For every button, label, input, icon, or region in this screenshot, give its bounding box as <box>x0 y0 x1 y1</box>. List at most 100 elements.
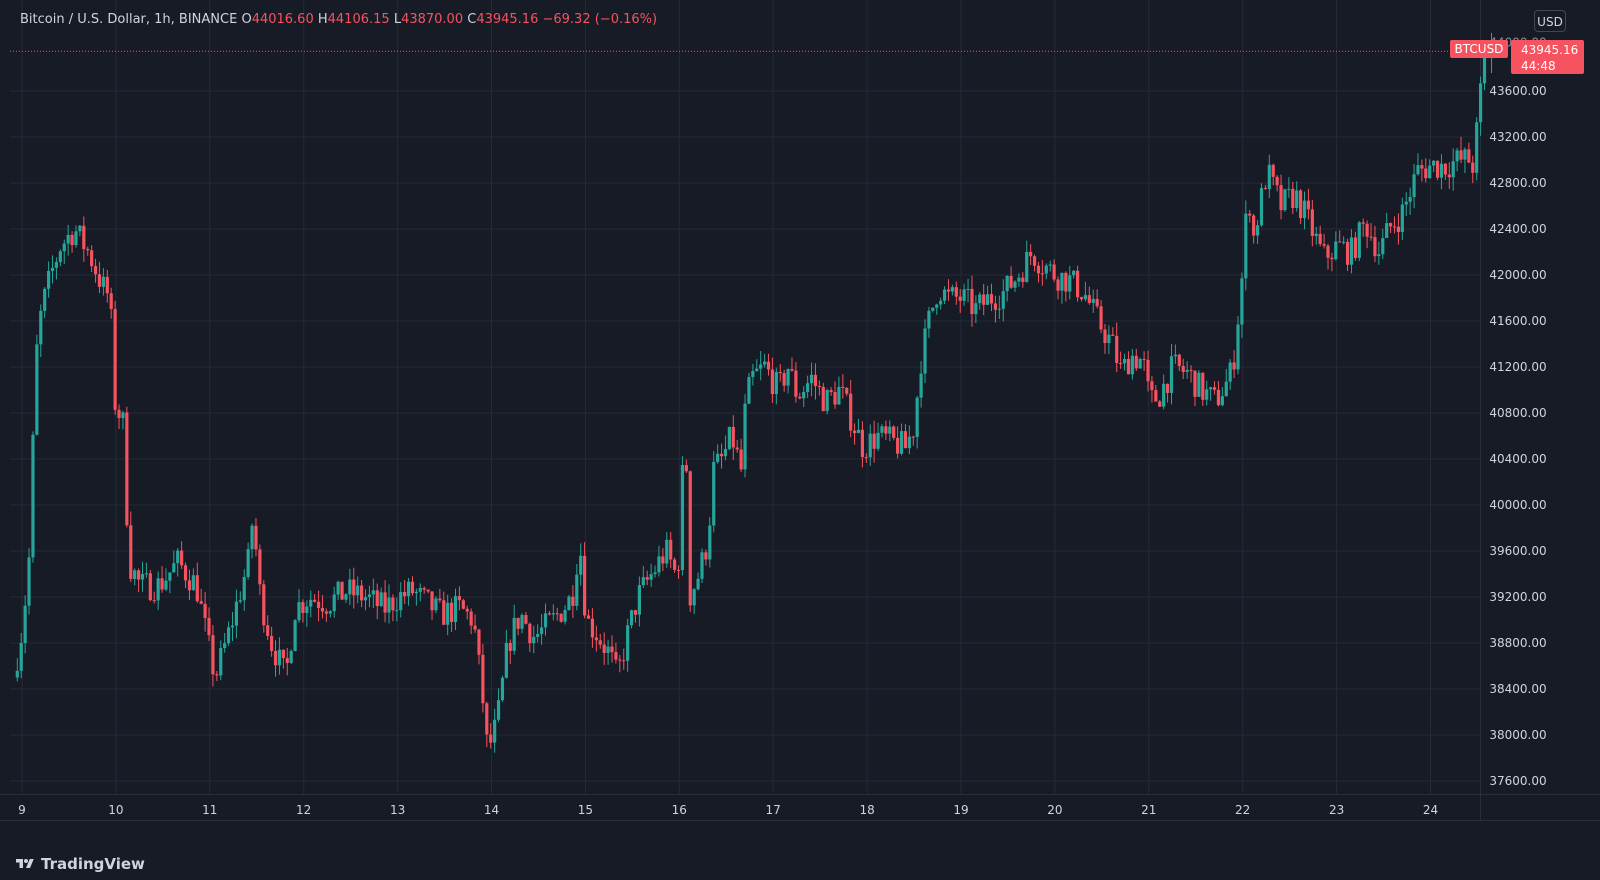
candle-body <box>1365 223 1369 237</box>
low-label: L <box>393 12 402 27</box>
candle-body <box>320 607 325 612</box>
candle-body <box>82 225 86 249</box>
candle-body <box>352 579 356 596</box>
candle-body <box>1111 334 1115 336</box>
candle-body <box>410 581 415 594</box>
x-tick-label: 19 <box>953 803 968 817</box>
candle-body <box>395 610 399 612</box>
candle-body <box>1428 165 1432 179</box>
candle-body <box>129 525 133 579</box>
candle-body <box>860 429 865 458</box>
candle-body <box>1482 57 1487 84</box>
x-tick-label: 13 <box>390 803 405 817</box>
candle-body <box>755 368 759 372</box>
candle-body <box>551 613 555 615</box>
candle-body <box>786 369 790 386</box>
y-tick-label: 39200.00 <box>1489 590 1546 604</box>
candle-body <box>1299 190 1303 219</box>
candle-body <box>367 594 372 598</box>
candle-body <box>649 574 653 580</box>
candle-body <box>571 596 575 606</box>
candle-body <box>489 734 493 743</box>
y-tick-label: 42000.00 <box>1489 268 1546 282</box>
candle-body <box>1439 163 1444 178</box>
candle-body <box>1252 215 1256 236</box>
candle-body <box>759 364 763 369</box>
candle-body <box>653 572 657 575</box>
candle-body <box>989 294 994 304</box>
candle-body <box>387 597 391 613</box>
y-tick-label: 40000.00 <box>1489 498 1546 512</box>
candle-body <box>1040 273 1044 275</box>
candle-body <box>164 580 168 590</box>
x-tick-label: 17 <box>766 803 781 817</box>
candle-body <box>1342 241 1346 243</box>
low-value: 43870.00 <box>401 12 464 27</box>
candle-body <box>457 596 462 601</box>
x-tick-label: 10 <box>108 803 123 817</box>
candle-body <box>794 370 798 397</box>
candle-body <box>1158 401 1162 407</box>
candle-body <box>1420 165 1424 169</box>
symbol-title[interactable]: Bitcoin / U.S. Dollar, 1h, BINANCE <box>20 12 238 27</box>
candle-body <box>610 646 614 653</box>
candle-body <box>598 640 602 645</box>
candle-body <box>438 598 442 601</box>
tradingview-logo[interactable]: TradingView <box>14 852 145 876</box>
close-value: 43945.16 <box>476 12 539 27</box>
candle-body <box>1236 324 1240 370</box>
y-tick-label: 38800.00 <box>1489 636 1546 650</box>
candle-body <box>422 588 426 590</box>
candle-body <box>1044 265 1048 274</box>
candle-body <box>579 555 583 575</box>
candle-body <box>939 300 943 305</box>
candle-body <box>1138 359 1142 369</box>
candle-body <box>1224 381 1228 397</box>
candle-body <box>430 591 434 611</box>
candle-body <box>766 361 771 370</box>
candle-body <box>1267 164 1271 189</box>
candle-body <box>669 539 673 560</box>
candle-body <box>144 573 149 575</box>
candle-body <box>829 390 833 393</box>
candle-body <box>39 310 43 345</box>
candle-body <box>340 581 344 600</box>
candle-body <box>1334 241 1338 260</box>
candle-body <box>1478 83 1483 123</box>
candle-body <box>539 627 544 635</box>
candle-body <box>1185 369 1189 372</box>
candle-body <box>324 611 328 614</box>
y-tick-label: 38400.00 <box>1489 682 1546 696</box>
candle-body <box>723 448 728 457</box>
candle-body <box>747 377 751 404</box>
candle-body <box>1271 164 1275 177</box>
candle-body <box>1048 264 1052 266</box>
candle-body <box>442 600 446 625</box>
candle-body <box>1032 256 1037 266</box>
candle-body <box>935 304 939 308</box>
candle-body <box>1122 358 1127 364</box>
candle-body <box>493 719 497 743</box>
candle-body <box>903 431 908 449</box>
candle-body <box>148 573 152 601</box>
candle-body <box>1244 213 1248 279</box>
candle-body <box>1134 355 1138 369</box>
candle-body <box>270 635 274 651</box>
currency-button[interactable]: USD <box>1534 10 1566 32</box>
candle-body <box>708 525 712 560</box>
candle-body <box>93 266 98 275</box>
candle-body <box>1435 160 1440 178</box>
candle-body <box>954 287 958 297</box>
x-tick-label: 18 <box>859 803 874 817</box>
candle-body <box>1463 149 1467 160</box>
open-label: O <box>241 12 252 27</box>
candle-body <box>262 584 266 626</box>
candle-body <box>19 643 23 671</box>
candle-body <box>1036 265 1041 274</box>
candle-body <box>1404 201 1408 205</box>
candle-body <box>688 471 692 606</box>
y-tick-label: 43600.00 <box>1489 84 1546 98</box>
candle-body <box>1079 297 1084 300</box>
candle-body <box>716 453 720 462</box>
